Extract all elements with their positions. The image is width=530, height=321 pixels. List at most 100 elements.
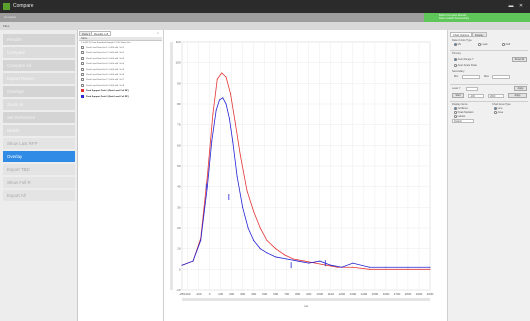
auto-range-toggle[interactable]: Auto Range Y: [454, 58, 474, 61]
min-input[interactable]: [462, 75, 480, 79]
level-input[interactable]: [466, 87, 478, 91]
app-logo-icon: [3, 3, 10, 10]
list-item-selected[interactable]: Peak Support Peak 2 (Dark Load Cell RF): [81, 94, 161, 100]
list-item-label: Peak Load Data Set 8: 0.000 mN. Val 8: [86, 84, 125, 87]
list-item[interactable]: Peak Load Data Set 7: 0.000 mN. Val 7: [81, 78, 161, 83]
max-input[interactable]: [492, 75, 510, 79]
sidebar-item-overlays[interactable]: Overlays: [3, 86, 75, 97]
x-tick-label: 500: [262, 292, 267, 296]
sidebar-item-show-full-r[interactable]: Show Full R: [3, 177, 75, 188]
radio-icon[interactable]: [502, 43, 505, 46]
checkbox[interactable]: [81, 73, 84, 76]
radio-icon[interactable]: [454, 111, 457, 114]
list-item-label: Peak Load Data Set 5: 0.000 mN. Val 5: [86, 68, 125, 71]
sidebar-item-show-last-rfp[interactable]: Show Last RFP: [3, 138, 75, 149]
tab-chart-options[interactable]: Chart Options: [450, 32, 473, 37]
list-item[interactable]: Peak Load Data Set 6: 0.000 mN. Val 6: [81, 73, 161, 78]
sidebar-item-set-reference[interactable]: Set Reference: [3, 112, 75, 123]
data-point: [253, 210, 255, 212]
close-button[interactable]: ✕: [518, 3, 524, 9]
x-tick-label: -200: [185, 292, 191, 296]
checkbox[interactable]: [81, 62, 84, 66]
radio-ms[interactable]: Ms: [454, 43, 461, 46]
sidebar-item-delete[interactable]: Delete: [3, 125, 75, 136]
checkbox[interactable]: [81, 78, 84, 82]
list-item-selected[interactable]: Peak Support Peak 1 (Dark Load Cell RF): [81, 89, 161, 94]
sidebar-item-overlay[interactable]: Overlay: [3, 151, 75, 162]
checkbox[interactable]: [81, 46, 84, 49]
range-end-input[interactable]: 2000: [488, 93, 504, 98]
radio-icon[interactable]: [454, 115, 457, 118]
option-area[interactable]: Area: [494, 111, 503, 114]
auto-scale-toggle[interactable]: Auto Scale Peak: [454, 64, 477, 67]
data-point: [385, 266, 387, 268]
sidebar-item-export-report[interactable]: Export Report: [3, 73, 75, 84]
radio-defl[interactable]: Defl: [502, 43, 510, 46]
radio-icon[interactable]: [494, 111, 497, 114]
radio-load[interactable]: Load: [478, 43, 487, 46]
checkbox[interactable]: [81, 67, 84, 71]
close-icon[interactable]: ×: [157, 31, 159, 35]
sidebar-item-compare-all[interactable]: Compare All: [3, 60, 75, 71]
tab-display[interactable]: Display: [472, 32, 487, 37]
list-item[interactable]: Peak Load Data Set 2: 0.000 mN. Val 2: [81, 51, 161, 56]
data-point: [239, 155, 241, 157]
list-item[interactable]: Peak Load Data Set 8: 0.000 mN. Val 8: [81, 83, 161, 89]
option-peak-markers[interactable]: Peak Markers: [454, 111, 474, 114]
sidebar-item-compare[interactable]: Compare: [3, 47, 75, 58]
divider: [450, 50, 528, 51]
checkbox[interactable]: [81, 56, 84, 60]
sidebar-item-export-all[interactable]: Export All: [3, 190, 75, 201]
apply-button[interactable]: Apply: [514, 86, 527, 91]
sidebar-item-zoom-in[interactable]: Zoom In: [3, 99, 75, 110]
sidebar-item-results[interactable]: Results: [3, 34, 75, 45]
title-bar: Compare ▬ ✕: [0, 0, 530, 13]
radio-icon[interactable]: [454, 58, 457, 61]
range-start-input[interactable]: -100: [468, 93, 484, 98]
list-item[interactable]: Peak Load Data Set 5: 0.000 mN. Val 5: [81, 67, 161, 73]
x-tick-label: 900: [306, 292, 311, 296]
data-point: [341, 266, 343, 268]
x-tick-label: 800: [295, 292, 300, 296]
tab-results[interactable]: Results 1-8: [91, 31, 112, 36]
y-tick-label: 10: [177, 247, 181, 251]
radio-icon[interactable]: [454, 107, 457, 110]
checkbox[interactable]: [81, 51, 84, 55]
data-point: [225, 76, 227, 78]
default-select[interactable]: Default: [452, 119, 474, 123]
data-point: [325, 264, 327, 266]
option-labels[interactable]: Labels: [454, 115, 465, 118]
data-point: [232, 140, 234, 142]
data-point: [275, 256, 277, 258]
option-gridlines[interactable]: Gridlines: [454, 107, 468, 110]
x-tick-label: 1700: [394, 292, 401, 296]
start-button[interactable]: Start: [452, 93, 464, 98]
sidebar-item-export-tbd[interactable]: Export TBD: [3, 164, 75, 175]
reset-all-button[interactable]: Reset All: [512, 57, 527, 62]
checkbox[interactable]: [81, 83, 84, 87]
list-item-label: Peak Load Data Set 2: 0.000 mN. Val 2: [86, 52, 125, 55]
data-point: [275, 248, 277, 250]
option-line[interactable]: Line: [494, 107, 503, 110]
range-apply-button[interactable]: Apply: [508, 93, 527, 98]
list-header[interactable]: Name: [79, 37, 162, 41]
data-point: [234, 120, 236, 122]
series-color-swatch: [81, 89, 84, 93]
list-item[interactable]: Peak Load Data Set 1: 0.000 mN. Val 1: [81, 46, 161, 51]
data-point: [192, 260, 194, 262]
data-point: [330, 264, 332, 266]
radio-icon[interactable]: [454, 43, 457, 46]
data-point: [308, 262, 310, 264]
chart-area[interactable]: 110 100 90 80 70 60 50 40 30 20 10 0 -10 -250 -200 -100…: [168, 36, 436, 314]
list-item-label: Peak Load Data Set 1: 0.000 mN. Val 1: [86, 47, 125, 50]
minimize-button[interactable]: ▬: [508, 3, 514, 9]
data-point: [222, 97, 224, 99]
list-item[interactable]: Peak Load Data Set 3: 0.000 mN. Val 3: [81, 56, 161, 62]
list-item[interactable]: Peak Load Data Set 4: 0.000 mN. Val 4: [81, 62, 161, 67]
toolbar-label[interactable]: Files: [3, 23, 10, 28]
radio-icon[interactable]: [494, 107, 497, 110]
radio-label: Gridlines: [457, 107, 468, 110]
radio-icon[interactable]: [478, 43, 481, 46]
radio-icon[interactable]: [454, 64, 457, 67]
